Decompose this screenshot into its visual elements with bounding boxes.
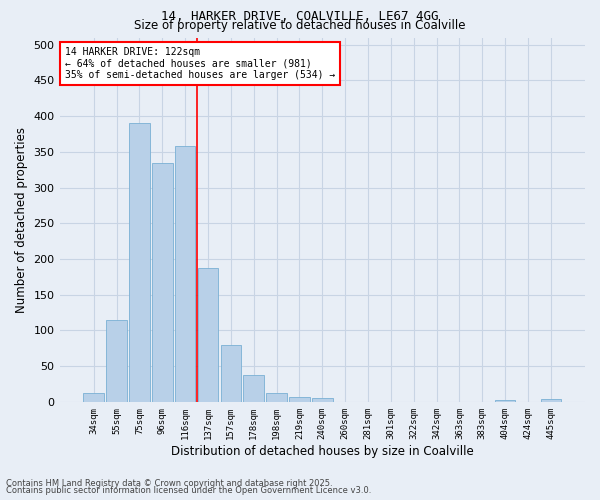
Bar (129, 123, 150, 402)
Bar (266, 392, 287, 402)
Bar (198, 268, 218, 402)
Text: 14 HARKER DRIVE: 122sqm
← 64% of detached houses are smaller (981)
35% of semi-d: 14 HARKER DRIVE: 122sqm ← 64% of detache… (65, 46, 335, 80)
Bar (495, 400, 515, 402)
Bar (83, 392, 104, 402)
Bar (221, 344, 241, 402)
Bar (152, 162, 173, 402)
Bar (106, 320, 127, 402)
Bar (244, 374, 264, 402)
Text: 14, HARKER DRIVE, COALVILLE, LE67 4GG: 14, HARKER DRIVE, COALVILLE, LE67 4GG (161, 10, 439, 23)
Text: Size of property relative to detached houses in Coalville: Size of property relative to detached ho… (134, 19, 466, 32)
X-axis label: Distribution of detached houses by size in Coalville: Distribution of detached houses by size … (171, 444, 473, 458)
Bar (541, 399, 561, 402)
Bar (289, 397, 310, 402)
Bar (312, 398, 332, 402)
Text: Contains public sector information licensed under the Open Government Licence v3: Contains public sector information licen… (6, 486, 371, 495)
Y-axis label: Number of detached properties: Number of detached properties (15, 126, 28, 312)
Bar (175, 146, 196, 402)
Text: Contains HM Land Registry data © Crown copyright and database right 2025.: Contains HM Land Registry data © Crown c… (6, 478, 332, 488)
